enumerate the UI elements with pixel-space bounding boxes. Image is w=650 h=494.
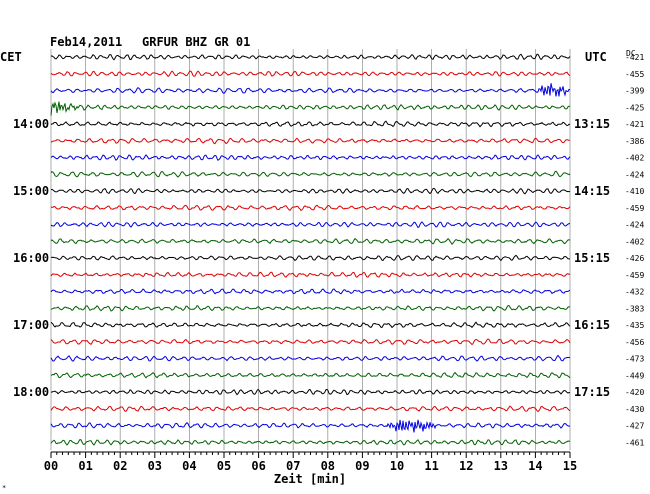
dc-offset-label: -459	[625, 271, 644, 280]
dc-offset-label: -424	[625, 170, 644, 179]
seismic-trace	[50, 101, 571, 116]
right-timezone-label: UTC	[585, 50, 607, 64]
x-axis-label: Zeit [min]	[274, 472, 346, 486]
x-tick-label: 00	[44, 459, 58, 473]
cet-hour-label: 14:00	[13, 117, 49, 131]
dc-offset-label: -421	[625, 120, 644, 129]
dc-offset-label: -426	[625, 254, 644, 263]
dc-offset-label: -427	[625, 422, 644, 431]
dc-offset-label: -402	[625, 237, 644, 246]
dc-offset-label: -435	[625, 321, 644, 330]
x-tick-label: 01	[78, 459, 92, 473]
x-tick-label: 13	[494, 459, 508, 473]
x-tick-label: 06	[251, 459, 265, 473]
dc-offset-label: -399	[625, 87, 644, 96]
utc-hour-label: 14:15	[574, 184, 610, 198]
station-title: GRFUR BHZ GR 01	[142, 35, 250, 49]
dc-offset-label: -386	[625, 137, 644, 146]
seismic-trace	[50, 154, 571, 161]
seismic-trace	[50, 419, 571, 433]
cet-hour-label: 18:00	[13, 385, 49, 399]
dc-offset-label: -455	[625, 70, 644, 79]
x-tick-label: 15	[563, 459, 577, 473]
dc-offset-label: -459	[625, 204, 644, 213]
seismic-trace	[50, 221, 571, 229]
x-tick-label: 02	[113, 459, 127, 473]
seismic-trace	[50, 170, 571, 178]
x-axis: 00 01 02 03 04 05 06 07 08 09 10 11 12 13 14 15	[44, 451, 577, 473]
seismic-trace	[50, 354, 571, 362]
x-tick-label: 08	[321, 459, 335, 473]
dc-offset-label: -421	[625, 53, 644, 62]
x-tick-label: 11	[424, 459, 438, 473]
seismic-trace	[50, 254, 571, 262]
seismic-trace	[50, 83, 571, 97]
dc-offset-label: -425	[625, 103, 644, 112]
seismic-trace	[50, 70, 571, 77]
utc-hour-label: 15:15	[574, 251, 610, 265]
cet-hour-label: 15:00	[13, 184, 49, 198]
left-timezone-label: CET	[0, 50, 22, 64]
utc-hour-label: 16:15	[574, 318, 610, 332]
x-tick-label: 12	[459, 459, 473, 473]
seismic-traces	[50, 53, 571, 446]
seismic-trace	[50, 271, 571, 278]
x-tick-label: 09	[355, 459, 369, 473]
dc-offset-label: -424	[625, 221, 644, 230]
dc-offset-label: -432	[625, 288, 644, 297]
seismic-trace	[50, 237, 571, 246]
seismic-trace	[50, 305, 571, 312]
minute-grid	[50, 49, 571, 451]
corner-mark: *	[2, 484, 6, 492]
seismic-trace	[50, 371, 571, 379]
x-tick-label: 07	[286, 459, 300, 473]
utc-hour-label: 13:15	[574, 117, 610, 131]
x-tick-label: 05	[217, 459, 231, 473]
seismic-trace	[50, 137, 571, 145]
x-tick-label: 14	[528, 459, 542, 473]
dc-offset-label: -402	[625, 154, 644, 163]
dc-offset-label: -420	[625, 388, 644, 397]
seismic-trace	[50, 338, 571, 346]
seismic-trace	[50, 53, 571, 61]
dc-offset-label: -456	[625, 338, 644, 347]
x-tick-label: 10	[390, 459, 404, 473]
seismic-trace	[50, 120, 571, 128]
cet-hour-label: 17:00	[13, 318, 49, 332]
dc-offset-label: -461	[625, 438, 644, 447]
seismic-trace	[50, 388, 571, 396]
dc-offset-label: -430	[625, 405, 644, 414]
seismic-trace	[50, 288, 571, 295]
trace-labels: -421 -455 -399 -425 -421 -386 -402 -424 -410 -459…	[13, 53, 644, 447]
cet-hour-label: 16:00	[13, 251, 49, 265]
x-tick-label: 03	[148, 459, 162, 473]
x-tick-label: 04	[182, 459, 196, 473]
dc-offset-label: -383	[625, 304, 644, 313]
seismic-trace	[50, 204, 571, 212]
seismic-trace	[50, 187, 571, 195]
seismic-trace	[50, 405, 571, 413]
utc-hour-label: 17:15	[574, 385, 610, 399]
seismic-trace	[50, 438, 571, 446]
dc-header-label: DC	[626, 49, 636, 58]
seismic-trace	[50, 321, 571, 329]
dc-offset-label: -449	[625, 371, 644, 380]
date-title: Feb14,2011	[50, 35, 122, 49]
dc-offset-label: -410	[625, 187, 644, 196]
dc-offset-label: -473	[625, 355, 644, 364]
